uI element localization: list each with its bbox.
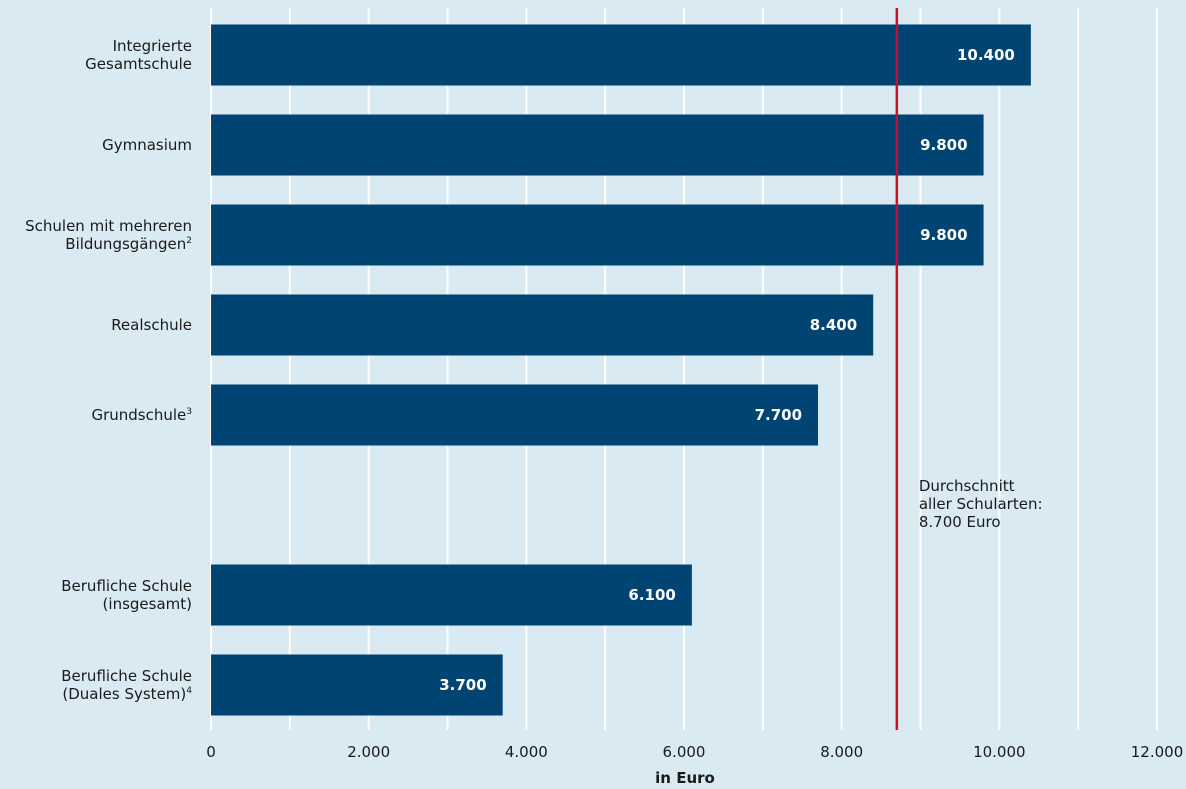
category-label: Berufliche Schule (Duales System)4 (61, 667, 192, 703)
x-axis-title: in Euro (655, 769, 715, 787)
bars: 10.400 9.800 9.800 8.400 7.700 6.100 3.700 (211, 24, 1031, 716)
category-label: Grundschule3 (91, 406, 192, 424)
category-label: Gymnasium (102, 136, 192, 154)
category-label: Schulen mit mehreren Bildungsgängen2 (25, 217, 192, 253)
bar-value-label: 7.700 (755, 406, 802, 424)
bar (211, 114, 984, 176)
bar-value-label: 9.800 (920, 136, 967, 154)
reference-line-group: Durchschnitt aller Schularten: 8.700 Euro (895, 8, 1043, 730)
bar-value-label: 3.700 (439, 676, 486, 694)
bar (211, 564, 692, 626)
average-annotation: Durchschnitt aller Schularten: 8.700 Euro (919, 477, 1043, 531)
bar (211, 654, 503, 716)
x-tick-label: 12.000 (1131, 743, 1184, 761)
x-tick-label: 4.000 (505, 743, 548, 761)
bar (211, 204, 984, 266)
x-tick-labels: 0 2.000 4.000 6.000 8.000 10.000 12.000 (206, 743, 1183, 761)
x-tick-label: 2.000 (347, 743, 390, 761)
category-labels: Integrierte Gesamtschule Gymnasium Schulen … (25, 37, 192, 703)
category-label: Realschule (111, 316, 192, 334)
bar-value-label: 10.400 (957, 46, 1015, 64)
bar-value-label: 8.400 (810, 316, 857, 334)
bar (211, 384, 819, 446)
bar-value-label: 9.800 (920, 226, 967, 244)
category-label: Integrierte Gesamtschule (85, 37, 192, 73)
bar-value-label: 6.100 (628, 586, 675, 604)
category-label: Berufliche Schule (insgesamt) (61, 577, 192, 613)
x-tick-label: 6.000 (663, 743, 706, 761)
bar (211, 294, 874, 356)
x-tick-label: 8.000 (820, 743, 863, 761)
x-tick-label: 10.000 (973, 743, 1026, 761)
bar (211, 24, 1031, 86)
x-tick-label: 0 (206, 743, 216, 761)
